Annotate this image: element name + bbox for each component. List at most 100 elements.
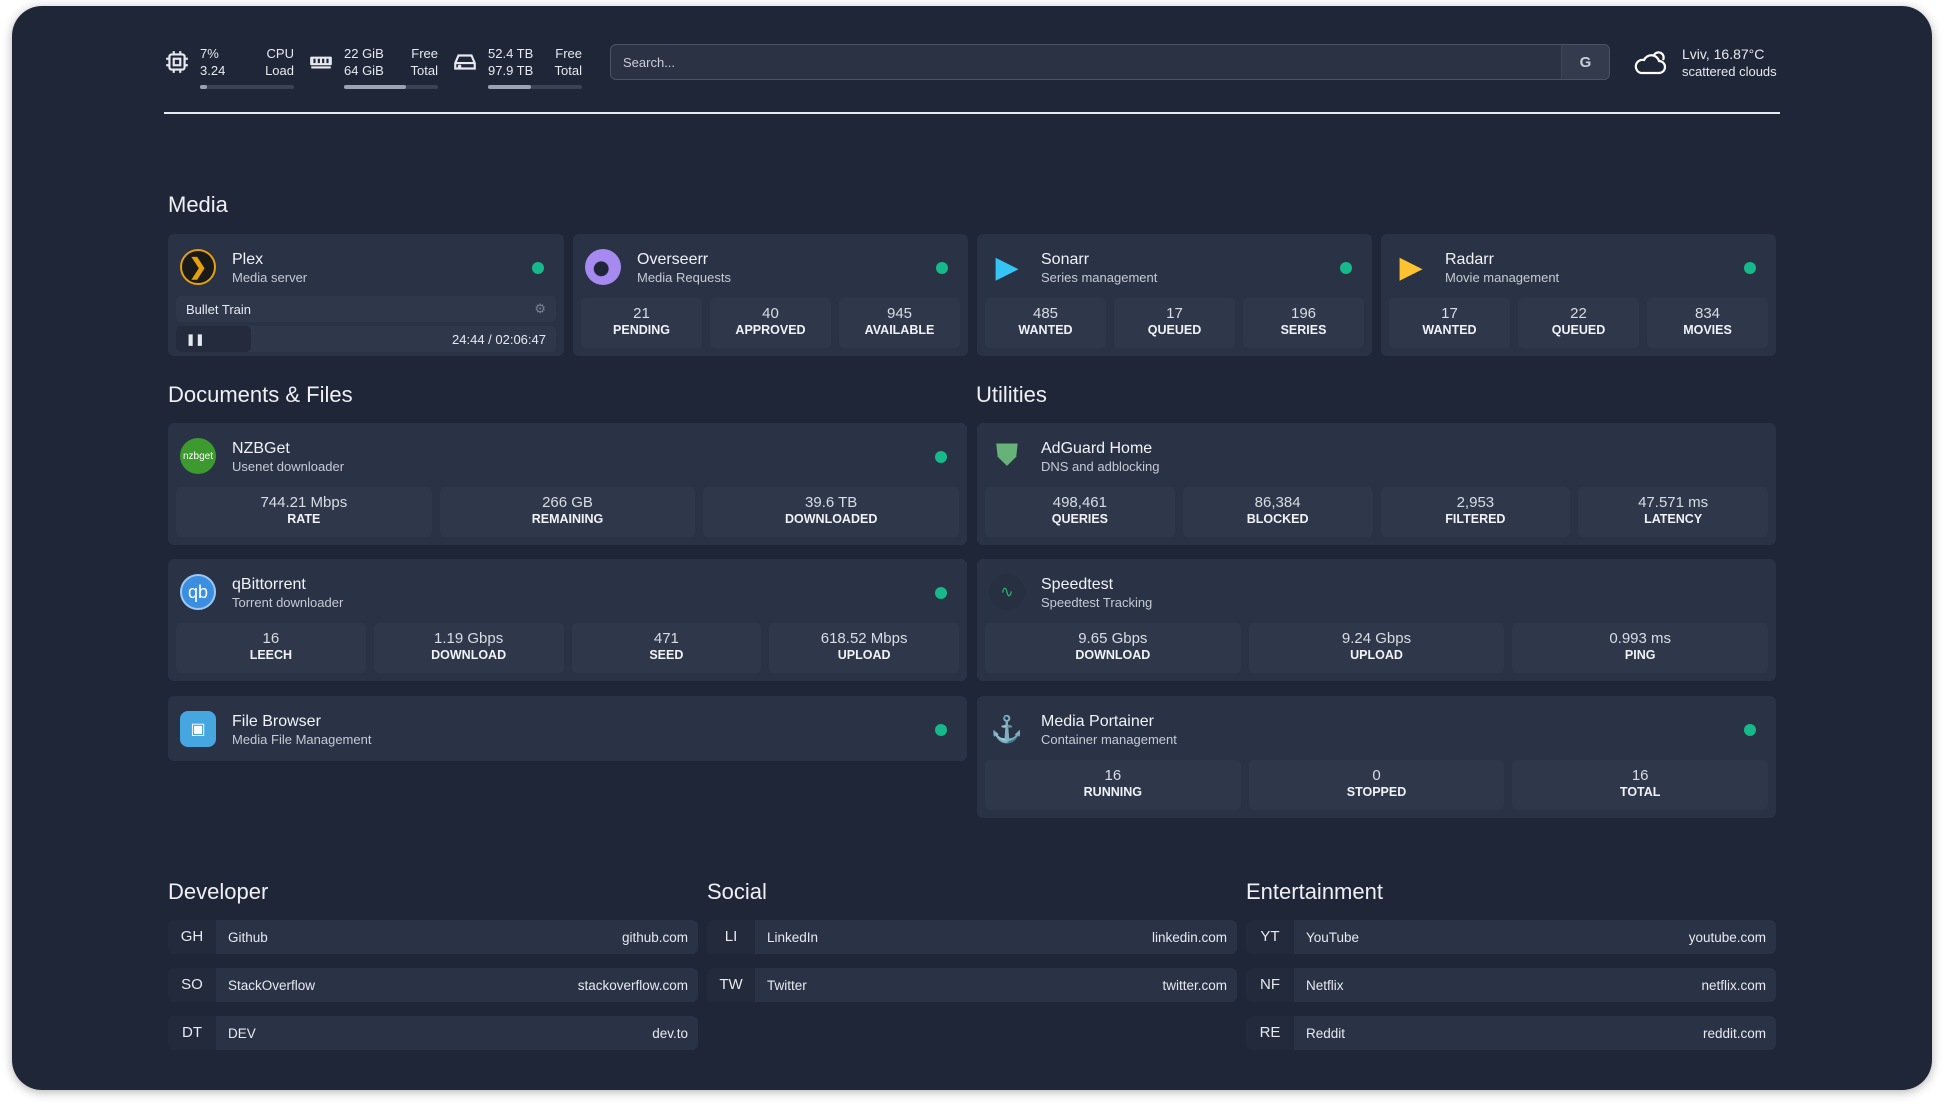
stat-label: RATE (287, 512, 321, 526)
stat-value: 618.52 Mbps (820, 630, 908, 647)
bookmark-link[interactable]: DEV dev.to (216, 1016, 698, 1050)
stat-label: DOWNLOAD (1075, 648, 1151, 662)
bookmark-link[interactable]: LinkedIn linkedin.com (755, 920, 1237, 954)
bookmark-name: StackOverflow (228, 977, 316, 993)
stat-block: 40 APPROVED (710, 298, 831, 348)
section-title-utilities: Utilities (976, 382, 1047, 407)
section-title-social: Social (707, 879, 767, 904)
bookmark-link[interactable]: YouTube youtube.com (1294, 920, 1776, 954)
search-input[interactable] (611, 54, 1561, 70)
total-label: Total (554, 63, 582, 78)
service-subtitle: Movie management (1445, 269, 1560, 285)
bookmark-name: LinkedIn (767, 929, 819, 945)
service-card-qbittorrent[interactable]: qb qBittorrent Torrent downloader 16 LEECH… (168, 559, 967, 681)
qbittorrent-icon: qb (180, 574, 216, 610)
memory-icon (310, 56, 332, 69)
memory-total: 64 GiB (344, 63, 384, 78)
bookmark-dev[interactable]: DT DEV dev.to (168, 1016, 698, 1050)
service-card-speedtest[interactable]: ∿ Speedtest Speedtest Tracking 9.65 Gbps D… (977, 559, 1776, 681)
bookmark-link[interactable]: StackOverflow stackoverflow.com (216, 968, 698, 1002)
status-indicator (935, 724, 947, 736)
stat-block: 266 GB REMAINING (439, 487, 696, 537)
stat-value: 9.24 Gbps (1341, 630, 1412, 647)
bookmark-link[interactable]: Reddit reddit.com (1294, 1016, 1776, 1050)
bookmark-stackoverflow[interactable]: SO StackOverflow stackoverflow.com (168, 968, 698, 1002)
header-divider (164, 112, 1780, 114)
service-card-nzbget[interactable]: nzbget NZBGet Usenet downloader 744.21 Mb… (168, 423, 967, 545)
stat-label: QUEUED (1551, 323, 1606, 337)
cpu-icon (166, 51, 188, 73)
cpu-label: CPU (266, 46, 294, 61)
bookmark-linkedin[interactable]: LI LinkedIn linkedin.com (707, 920, 1237, 954)
service-card-sonarr[interactable]: ▶ Sonarr Series management 485 WANTED 17 QUE… (977, 234, 1372, 356)
bookmark-twitter[interactable]: TW Twitter twitter.com (707, 968, 1237, 1002)
stat-label: RUNNING (1083, 785, 1142, 799)
bookmark-url: linkedin.com (1151, 929, 1227, 945)
stat-label: REMAINING (531, 512, 604, 526)
stat-label: MOVIES (1683, 323, 1732, 337)
playback-progress[interactable]: ❚❚ (176, 326, 251, 352)
stat-value: 498,461 (1052, 494, 1107, 511)
service-subtitle: DNS and adblocking (1041, 458, 1160, 474)
bookmark-name: Reddit (1306, 1025, 1346, 1041)
bookmark-name: DEV (228, 1025, 256, 1041)
stat-label: DOWNLOAD (431, 648, 507, 662)
search-provider-button[interactable]: G (1561, 45, 1609, 79)
stat-value: 47.571 ms (1638, 494, 1709, 511)
bookmark-abbr: GH (168, 920, 216, 954)
service-title: Sonarr (1041, 250, 1090, 268)
stat-label: DOWNLOADED (785, 512, 878, 526)
bookmark-youtube[interactable]: YT YouTube youtube.com (1246, 920, 1776, 954)
service-subtitle: Container management (1041, 731, 1177, 747)
stat-block: 16 TOTAL (1512, 760, 1769, 810)
bookmark-link[interactable]: Netflix netflix.com (1294, 968, 1776, 1002)
stat-value: 744.21 Mbps (260, 494, 348, 511)
stat-value: 196 (1290, 305, 1317, 322)
stat-block: 9.24 Gbps UPLOAD (1248, 623, 1505, 673)
bookmark-github[interactable]: GH Github github.com (168, 920, 698, 954)
bookmark-link[interactable]: Twitter twitter.com (755, 968, 1237, 1002)
pause-icon[interactable]: ❚❚ (186, 333, 205, 346)
stats-row: 498,461 QUERIES 86,384 BLOCKED 2,953 FILTERED… (985, 487, 1768, 537)
stat-value: 40 (762, 305, 779, 322)
section-title-media: Media (168, 192, 228, 217)
stat-label: STOPPED (1346, 785, 1407, 799)
stat-block: 1.19 Gbps DOWNLOAD (373, 623, 564, 673)
stats-row: 485 WANTED 17 QUEUED 196 SERIES (985, 298, 1364, 348)
status-indicator (935, 451, 947, 463)
bookmark-abbr: TW (707, 968, 755, 1002)
stat-value: 945 (886, 305, 913, 322)
service-card-radarr[interactable]: ▶ Radarr Movie management 17 WANTED 22 QUEUE… (1381, 234, 1776, 356)
stat-block: 47.571 ms LATENCY (1578, 487, 1768, 537)
radarr-icon: ▶ (1399, 250, 1423, 284)
service-subtitle: Speedtest Tracking (1041, 594, 1153, 610)
bookmark-abbr: LI (707, 920, 755, 954)
sonarr-icon: ▶ (995, 250, 1019, 284)
stats-row: 9.65 Gbps DOWNLOAD 9.24 Gbps UPLOAD 0.993 ms… (985, 623, 1769, 673)
stat-value: 0.993 ms (1609, 630, 1672, 647)
settings-icon[interactable]: ⚙ (534, 301, 546, 316)
service-card-filebrowser[interactable]: ▣ File Browser Media File Management (168, 696, 967, 761)
bookmark-abbr: YT (1246, 920, 1294, 954)
service-card-portainer[interactable]: ⚓ Media Portainer Container management 16… (977, 696, 1776, 818)
stat-block: 16 RUNNING (985, 760, 1241, 810)
service-card-plex[interactable]: ❯ Plex Media server Bullet Train ⚙ ❚❚ 24:44… (168, 234, 564, 356)
stat-block: 2,953 FILTERED (1380, 487, 1571, 537)
bookmark-netflix[interactable]: NF Netflix netflix.com (1246, 968, 1776, 1002)
bookmark-link[interactable]: Github github.com (216, 920, 698, 954)
service-card-adguard[interactable]: ⛊ AdGuard Home DNS and adblocking 498,461… (977, 423, 1776, 545)
service-subtitle: Media server (232, 269, 308, 285)
bookmark-reddit[interactable]: RE Reddit reddit.com (1246, 1016, 1776, 1050)
bookmark-url: github.com (621, 929, 688, 945)
service-card-overseerr[interactable]: Overseerr Media Requests 21 PENDING 40 APPRO… (573, 234, 968, 356)
now-playing: Bullet Train ⚙ ❚❚ 24:44 / 02:06:47 (176, 296, 556, 352)
portainer-icon: ⚓ (990, 713, 1024, 744)
service-subtitle: Media Requests (637, 269, 731, 285)
stat-block: 498,461 QUERIES (985, 487, 1175, 537)
stat-value: 17 (1441, 305, 1458, 322)
free-label: Free (411, 46, 438, 61)
stat-value: 834 (1694, 305, 1721, 322)
stats-row: 744.21 Mbps RATE 266 GB REMAINING 39.6 TB DOW… (176, 487, 960, 537)
now-playing-title: Bullet Train (186, 301, 252, 317)
stat-value: 471 (653, 630, 679, 647)
